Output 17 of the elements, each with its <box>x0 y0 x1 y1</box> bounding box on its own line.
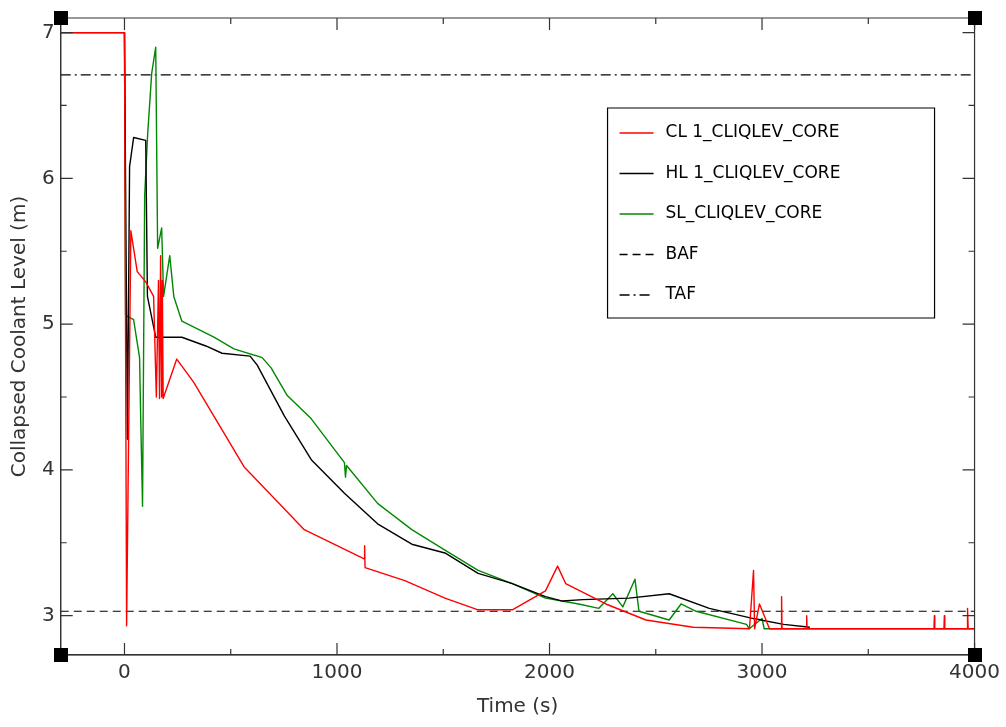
y-tick-label: 3 <box>41 601 55 626</box>
x-tick-label: 1000 <box>311 659 363 684</box>
legend-label: CL 1_CLIQLEV_CORE <box>665 121 840 143</box>
y-tick-label: 6 <box>41 164 55 189</box>
x-tick-label: 4000 <box>949 659 1000 684</box>
x-tick-label: 0 <box>118 659 131 684</box>
y-tick-label: 4 <box>41 456 55 481</box>
x-tick-label: 2000 <box>524 659 575 684</box>
legend-label: TAF <box>664 283 697 304</box>
x-tick-label: 3000 <box>736 659 788 684</box>
y-tick-label: 5 <box>41 310 55 335</box>
legend-label: BAF <box>665 242 699 263</box>
legend-label: SL_CLIQLEV_CORE <box>665 202 823 224</box>
legend-label: HL 1_CLIQLEV_CORE <box>665 161 841 183</box>
y-axis-title: Collapsed Coolant Level (m) <box>6 195 31 478</box>
x-axis-title: Time (s) <box>475 693 559 718</box>
y-tick-label: 7 <box>41 18 55 43</box>
